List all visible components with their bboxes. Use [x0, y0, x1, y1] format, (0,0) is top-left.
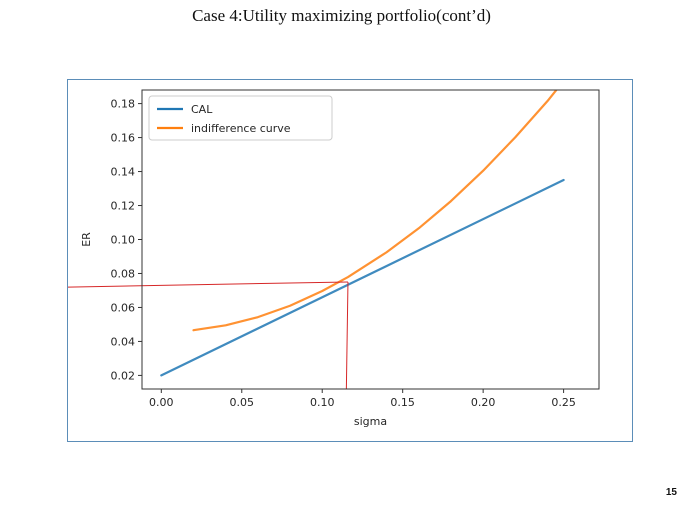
chart-figure: 0.00 0.05 0.10 0.15 0.20 0.25 0.02 0.04 0.06 0.08… [67, 79, 633, 442]
indifference-curve-line [192, 90, 558, 332]
plot-border [141, 89, 600, 390]
legend-label: indifference curve [191, 122, 291, 135]
y-axis-label: ER [80, 232, 93, 247]
y-tick-label: 0.14 [111, 166, 136, 179]
slide-title: Case 4:Utility maximizing portfolio(cont… [192, 6, 491, 25]
y-tick-label: 0.04 [111, 335, 136, 348]
y-tick-label: 0.12 [111, 200, 136, 213]
y-tick-label: 0.18 [111, 98, 136, 111]
page-number: 15 [665, 487, 677, 498]
plot-layer [160, 90, 565, 377]
y-tick-label: 0.16 [111, 132, 136, 145]
x-tick-label: 0.10 [310, 396, 335, 409]
legend-box [148, 95, 333, 141]
x-tick-label: 0.20 [471, 396, 496, 409]
x-tick-label: 0.25 [551, 396, 576, 409]
y-tick-label: 0.06 [111, 301, 136, 314]
y-tick-label: 0.02 [111, 369, 136, 382]
chart-svg: 0.00 0.05 0.10 0.15 0.20 0.25 0.02 0.04 0.06 0.08… [68, 89, 600, 428]
cal-line [160, 178, 565, 377]
reference-line-vertical [345, 281, 349, 390]
x-tick-label: 0.15 [390, 396, 415, 409]
x-axis-label: sigma [354, 415, 387, 428]
reference-line-horizontal [68, 281, 348, 288]
y-tick-label: 0.08 [111, 267, 136, 280]
y-tick-label: 0.10 [111, 234, 136, 247]
legend-label: CAL [191, 103, 213, 116]
x-tick-label: 0.00 [149, 396, 174, 409]
x-tick-label: 0.05 [230, 396, 255, 409]
